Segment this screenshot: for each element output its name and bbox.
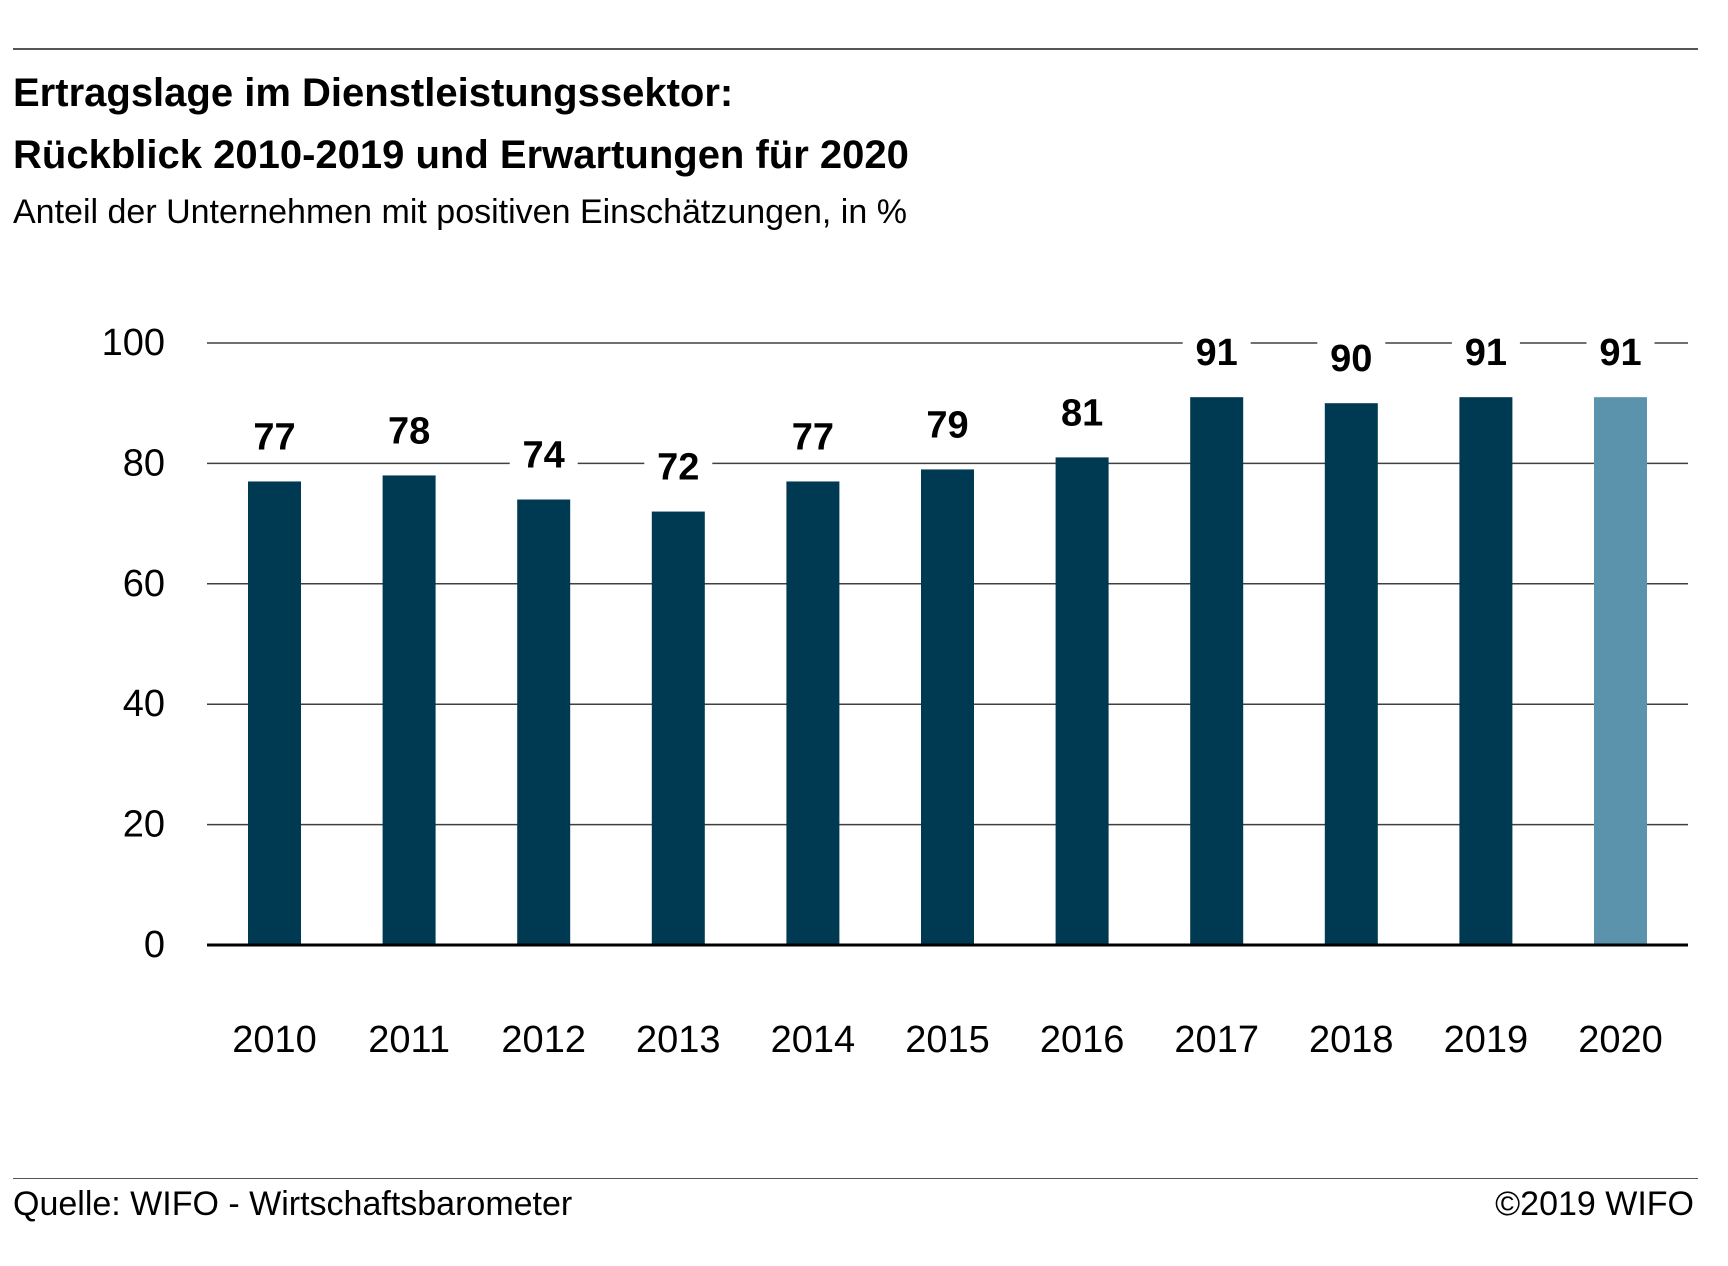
bar-2016 <box>1055 457 1109 945</box>
data-label-2010: 77 <box>253 416 295 458</box>
bar-2017 <box>1190 397 1244 945</box>
chart-title-line2: Rückblick 2010-2019 und Erwartungen für … <box>13 133 909 177</box>
data-label-2016: 81 <box>1061 392 1103 434</box>
x-tick-label-2015: 2015 <box>905 1019 990 1061</box>
y-tick-label-0: 0 <box>144 924 165 966</box>
x-tick-label-2013: 2013 <box>636 1019 721 1061</box>
x-tick-label-2014: 2014 <box>771 1019 856 1061</box>
data-label-bg-2019 <box>1451 335 1520 376</box>
y-tick-label-60: 60 <box>123 563 165 605</box>
x-tick-label-2011: 2011 <box>368 1019 450 1061</box>
data-label-2013: 72 <box>657 447 699 489</box>
x-tick-label-2016: 2016 <box>1040 1019 1125 1061</box>
y-tick-label-100: 100 <box>102 322 165 364</box>
y-tick-label-80: 80 <box>123 442 165 484</box>
bar-2018 <box>1324 403 1378 945</box>
data-label-bg-2013 <box>644 449 713 490</box>
x-tick-label-2019: 2019 <box>1444 1019 1529 1061</box>
data-label-2014: 77 <box>792 416 834 458</box>
y-tick-label-40: 40 <box>123 683 165 725</box>
data-label-2019: 91 <box>1465 332 1507 374</box>
bar-2014 <box>786 481 840 945</box>
data-label-bg-2020 <box>1586 335 1655 376</box>
bar-2020 <box>1594 397 1647 945</box>
top-rule <box>13 48 1698 50</box>
x-tick-label-2012: 2012 <box>501 1019 586 1061</box>
source-note: Quelle: WIFO - Wirtschaftsbarometer <box>13 1185 573 1223</box>
data-label-2020: 91 <box>1599 332 1641 374</box>
data-label-bg-2017 <box>1182 335 1251 376</box>
data-label-bg-2018 <box>1317 341 1386 382</box>
data-label-bg-2011 <box>375 413 444 454</box>
bar-2013 <box>651 511 705 945</box>
data-label-bg-2016 <box>1048 395 1117 436</box>
x-tick-label-2018: 2018 <box>1309 1019 1394 1061</box>
bar-2012 <box>517 499 571 945</box>
x-tick-label-2017: 2017 <box>1174 1019 1259 1061</box>
data-label-bg-2010 <box>240 419 309 460</box>
x-tick-label-2020: 2020 <box>1578 1019 1663 1061</box>
x-tick-label-2010: 2010 <box>232 1019 317 1061</box>
data-label-bg-2014 <box>778 419 847 460</box>
data-label-2015: 79 <box>926 404 968 446</box>
bar-2019 <box>1459 397 1513 945</box>
chart-subtitle: Anteil der Unternehmen mit positiven Ein… <box>13 193 907 231</box>
chart-title-line1: Ertragslage im Dienstleistungssektor: <box>13 71 734 115</box>
data-label-bg-2012 <box>509 437 578 478</box>
data-label-2018: 90 <box>1330 338 1372 380</box>
copyright-note: ©2019 WIFO <box>1495 1185 1694 1223</box>
data-label-2011: 78 <box>388 410 430 452</box>
data-label-bg-2015 <box>913 407 982 448</box>
bar-2011 <box>382 475 436 945</box>
data-label-2017: 91 <box>1196 332 1238 374</box>
bar-2010 <box>248 481 301 945</box>
bar-2015 <box>921 469 974 945</box>
data-label-2012: 74 <box>523 435 565 477</box>
bottom-rule <box>13 1178 1698 1179</box>
y-tick-label-20: 20 <box>123 804 165 846</box>
